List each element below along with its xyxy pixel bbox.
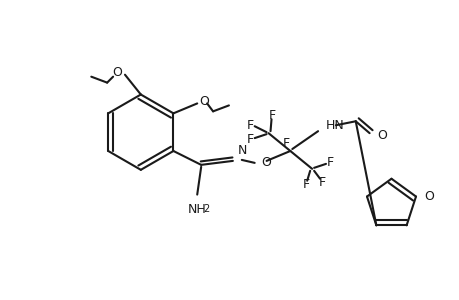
Text: F: F (302, 178, 309, 191)
Text: O: O (112, 66, 122, 79)
Text: N: N (237, 144, 246, 157)
Text: F: F (326, 156, 333, 170)
Text: HN: HN (325, 119, 344, 132)
Text: O: O (423, 190, 433, 203)
Text: F: F (246, 133, 254, 146)
Text: F: F (318, 176, 325, 189)
Text: O: O (261, 156, 271, 170)
Text: O: O (377, 129, 386, 142)
Text: NH: NH (187, 202, 206, 215)
Text: F: F (246, 119, 254, 132)
Text: F: F (269, 109, 275, 122)
Text: 2: 2 (202, 205, 209, 214)
Text: O: O (199, 95, 209, 108)
Text: F: F (282, 136, 289, 150)
